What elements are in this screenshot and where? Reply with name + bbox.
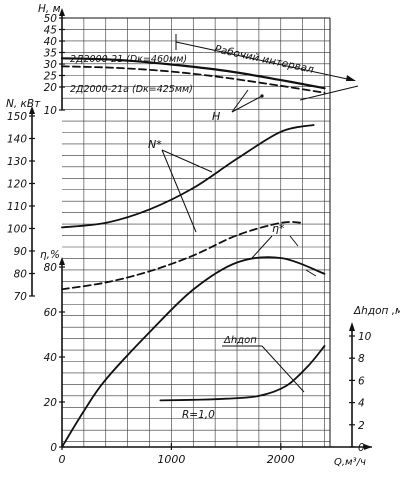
n-tick-label: 70 (14, 291, 28, 303)
interval-arrowhead (346, 75, 356, 81)
h-tick-label: 35 (44, 48, 58, 60)
h-leader-1 (231, 95, 263, 113)
label-eta-star: η* (272, 222, 285, 235)
h-tick-label: 30 (44, 59, 58, 71)
h-tick-label: 20 (44, 82, 58, 94)
q-axis-label: Q,м³/ч (334, 457, 366, 468)
dh-axis-arrow (349, 322, 355, 331)
n-tick-label: 110 (7, 201, 27, 213)
h-tick-label: 40 (44, 36, 58, 48)
h-axis-arrow (59, 8, 65, 16)
n-tick-label: 100 (7, 224, 27, 236)
interval-tick-right (299, 85, 359, 101)
eta-axis-label: η,% (40, 249, 60, 261)
n-tick-label: 150 (7, 111, 27, 123)
eta-tick-label: 0 (50, 442, 57, 454)
curves (60, 57, 326, 448)
n-leader-1 (161, 149, 213, 173)
h-axis-label: H, м (38, 3, 61, 15)
n-axis-label: N, кВт (6, 98, 41, 110)
dh-tick-label: 4 (358, 398, 365, 410)
dh-axis-label: Δhдоп ,м (353, 305, 400, 317)
label-h-425: 2Д2000-21а (Dк=425мм) (70, 84, 193, 95)
label-h-460: 2Д2000-21 (Dк=460мм) (70, 54, 187, 65)
interval-arrow-line (175, 41, 353, 81)
dh-curve (159, 345, 326, 402)
dh-tick-label: 6 (358, 375, 365, 387)
h-tick-label: 10 (44, 105, 58, 117)
n-curve-460 (61, 124, 315, 229)
h-tick-label: 45 (44, 25, 58, 37)
eta-tick-label: 20 (44, 397, 58, 409)
eta-leader-1 (251, 235, 273, 259)
n-tick-label: 90 (14, 246, 28, 258)
dh-tick-label: 10 (358, 331, 372, 343)
n-axis-arrow (29, 106, 35, 114)
eta-tick-label: 80 (44, 262, 58, 274)
eta-leader-2 (289, 235, 299, 247)
h-curve-460 (60, 57, 326, 90)
dh-leader (261, 345, 305, 393)
eta-tick-label: 40 (44, 352, 58, 364)
label-h: H (212, 110, 220, 123)
n-tick-label: 120 (7, 179, 27, 191)
n-leader-2 (161, 149, 197, 233)
eta-axis-arrow (59, 257, 65, 265)
label-n-star: N* (148, 138, 162, 151)
label-dh: Δhдоп (223, 335, 257, 346)
h-curve-425 (61, 65, 326, 94)
eta-tick-label: 60 (44, 307, 58, 319)
dh-tick-label: 0 (358, 442, 365, 454)
h-tick-label: 25 (44, 71, 58, 83)
h-leader-2 (231, 89, 249, 113)
h-tick-label: 50 (44, 13, 58, 25)
q-axis-arrow (364, 444, 372, 450)
dh-tick-label: 8 (358, 353, 365, 365)
eta-curve (61, 256, 326, 448)
n-curve-425 (61, 221, 304, 291)
eta-branch (305, 269, 317, 277)
q-tick-label: 0 (59, 453, 66, 466)
n-tick-label: 140 (7, 134, 27, 146)
q-tick-label: 2000 (267, 453, 295, 466)
dh-tick-label: 2 (358, 420, 365, 432)
label-r: R=1,0 (182, 409, 215, 421)
n-tick-label: 130 (7, 156, 27, 168)
n-tick-label: 80 (14, 269, 28, 281)
h-point (260, 94, 264, 98)
q-tick-label: 1000 (157, 453, 185, 466)
